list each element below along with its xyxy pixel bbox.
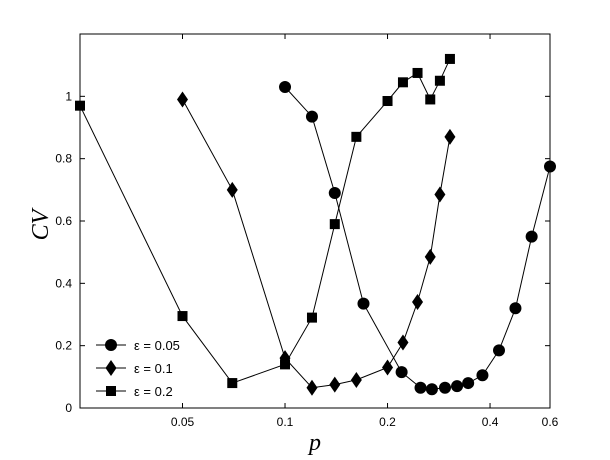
data-point-square xyxy=(434,75,445,86)
data-point-square xyxy=(177,311,188,322)
x-tick-label: 0.1 xyxy=(277,415,294,429)
x-axis-label: p xyxy=(307,430,321,456)
data-point-circle xyxy=(544,160,556,173)
data-point-diamond xyxy=(226,181,238,198)
data-point-diamond xyxy=(412,294,424,311)
data-point-circle xyxy=(462,377,475,390)
data-point-circle xyxy=(451,380,464,393)
data-point-circle xyxy=(305,110,318,123)
data-point-circle xyxy=(357,297,370,310)
data-point-diamond xyxy=(397,334,409,351)
data-point-diamond xyxy=(444,128,456,145)
series-line-circle xyxy=(284,86,551,390)
legend-label: ε = 0.1 xyxy=(134,361,173,376)
data-point-diamond xyxy=(424,248,436,265)
data-point-circle xyxy=(414,381,427,394)
data-point-square xyxy=(75,100,85,111)
data-point-diamond xyxy=(350,371,362,388)
series-square xyxy=(75,53,455,389)
data-point-diamond xyxy=(177,91,189,108)
x-axis-ticks: 0.05 0.1 0.2 0.4 0.6 xyxy=(171,34,559,429)
y-axis-label: CV xyxy=(28,207,54,240)
legend: ε = 0.05 ε = 0.1 ε = 0.2 xyxy=(96,338,180,399)
data-point-circle xyxy=(476,369,489,382)
y-tick-label: 0 xyxy=(65,401,72,415)
data-point-circle xyxy=(509,302,522,315)
x-tick-label: 0.6 xyxy=(542,415,559,429)
legend-item-square: ε = 0.2 xyxy=(96,384,173,399)
data-point-diamond xyxy=(382,359,394,376)
data-point-diamond xyxy=(306,379,318,396)
data-point-square xyxy=(306,312,317,323)
x-tick-label: 0.05 xyxy=(171,415,195,429)
legend-label: ε = 0.05 xyxy=(134,338,180,353)
data-point-circle xyxy=(395,366,408,379)
data-point-circle xyxy=(493,344,506,357)
series-layer xyxy=(75,53,556,396)
data-point-square xyxy=(397,77,408,88)
data-point-square xyxy=(425,94,436,105)
data-point-circle xyxy=(425,383,438,396)
y-tick-label: 0.4 xyxy=(55,276,72,290)
y-tick-label: 0.8 xyxy=(55,152,72,166)
data-point-circle xyxy=(279,80,292,93)
data-point-square xyxy=(227,378,238,389)
data-point-square xyxy=(351,131,362,142)
data-point-square xyxy=(329,219,340,230)
data-point-diamond xyxy=(329,376,341,393)
data-point-square xyxy=(412,67,423,78)
series-line-diamond xyxy=(182,99,451,389)
y-axis-ticks: 0 0.2 0.4 0.6 0.8 1 xyxy=(55,89,550,415)
x-tick-label: 0.4 xyxy=(482,415,499,429)
legend-item-diamond: ε = 0.1 xyxy=(96,360,173,376)
data-point-circle xyxy=(439,381,452,394)
series-line-square xyxy=(79,58,451,384)
data-point-circle xyxy=(525,230,538,243)
legend-item-circle: ε = 0.05 xyxy=(96,338,180,353)
data-point-diamond xyxy=(434,186,446,203)
legend-label: ε = 0.2 xyxy=(134,384,173,399)
data-point-square xyxy=(382,96,393,107)
series-circle xyxy=(279,80,556,396)
x-tick-label: 0.2 xyxy=(379,415,396,429)
data-point-square xyxy=(280,359,291,370)
legend-marker-circle xyxy=(105,339,117,351)
legend-marker-diamond xyxy=(105,360,117,376)
y-tick-label: 0.2 xyxy=(55,339,72,353)
series-diamond xyxy=(177,91,456,396)
y-tick-label: 1 xyxy=(65,89,72,103)
legend-marker-square xyxy=(106,386,116,396)
data-point-square xyxy=(444,53,455,64)
y-tick-label: 0.6 xyxy=(55,214,72,228)
data-point-circle xyxy=(328,186,341,199)
